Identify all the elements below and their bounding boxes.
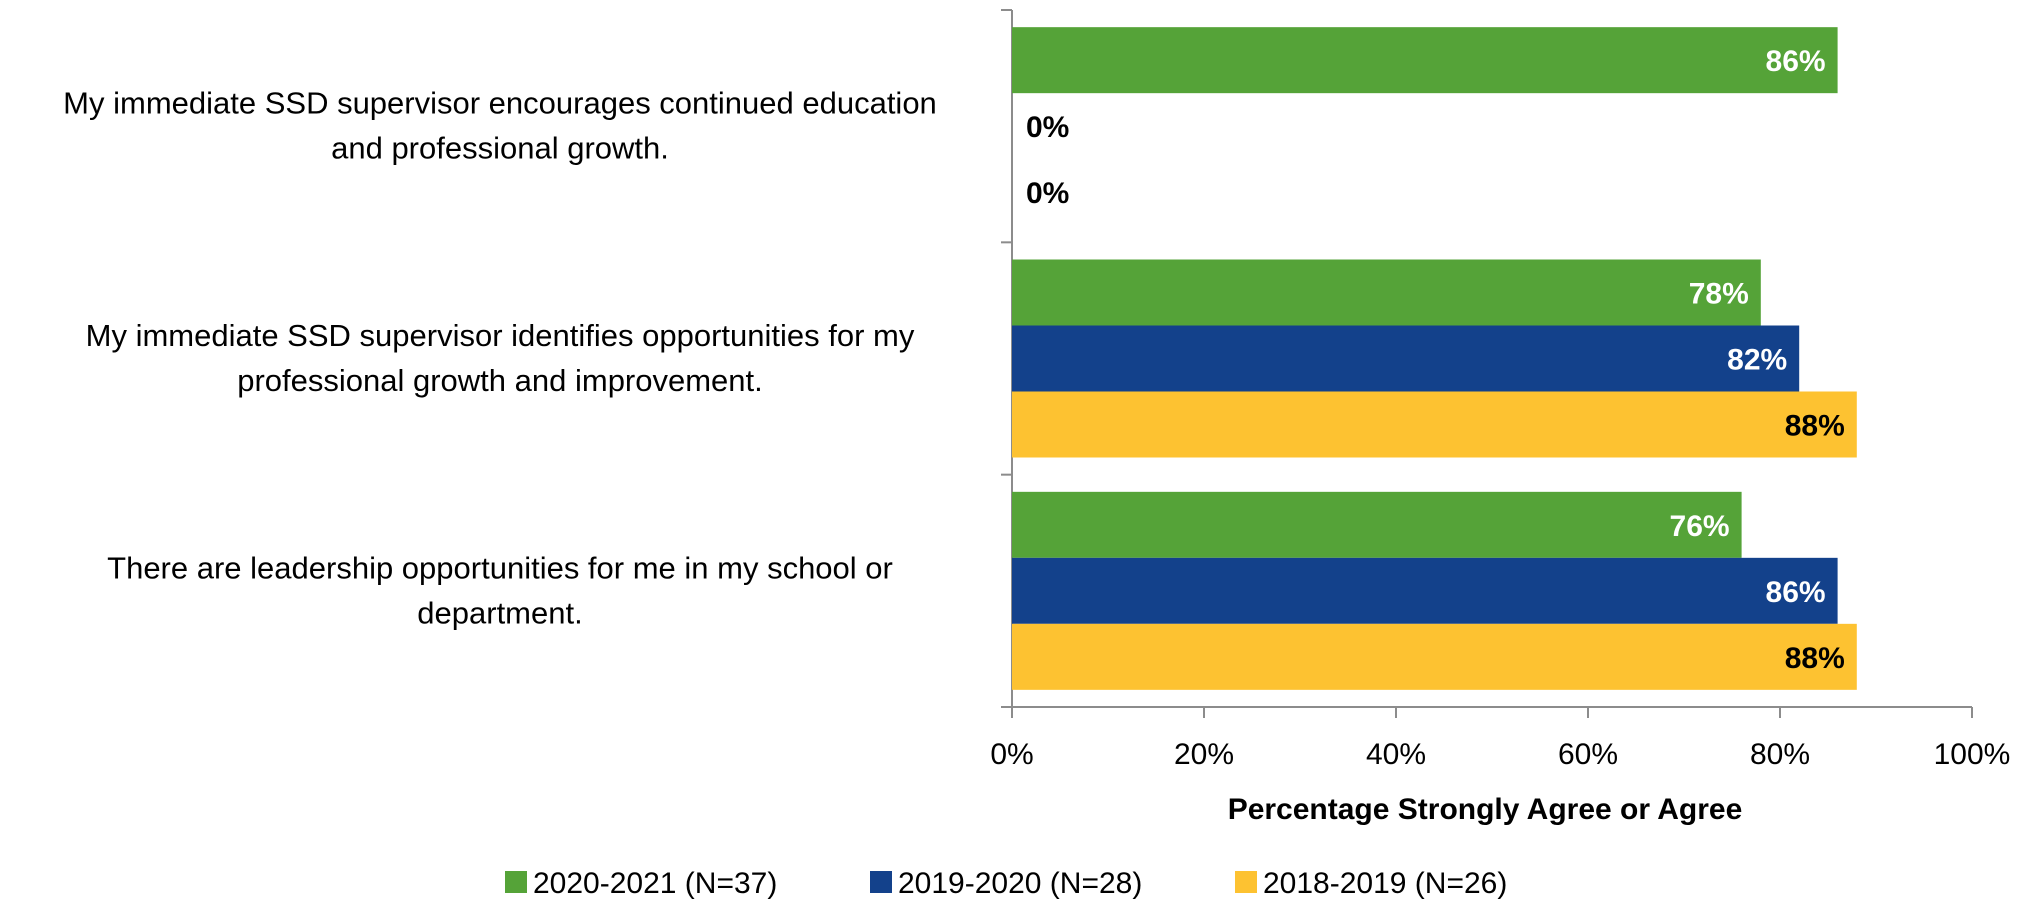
legend-label: 2020-2021 (N=37) [533,867,777,900]
bar [1012,491,1742,558]
bar [1012,391,1857,458]
category-label-line: There are leadership opportunities for m… [107,550,893,585]
data-label: 86% [1766,576,1826,609]
category-label: There are leadership opportunities for m… [107,550,893,630]
x-tick-label: 60% [1558,738,1618,771]
labels-layer: My immediate SSD supervisor encourages c… [63,45,1845,675]
bar [1012,623,1857,690]
legend-label: 2018-2019 (N=26) [1263,867,1507,900]
bar [1012,27,1838,94]
data-label: 78% [1689,278,1749,311]
legend-swatch [505,871,527,893]
bar [1012,259,1761,326]
legend-label: 2019-2020 (N=28) [898,867,1142,900]
category-label-line: My immediate SSD supervisor identifies o… [86,318,915,353]
category-label-line: department. [417,595,582,630]
data-label: 86% [1766,45,1826,78]
legend-item: 2018-2019 (N=26) [1235,867,1507,900]
x-tick-label: 0% [990,738,1033,771]
bar [1012,325,1800,392]
axis-layer: 0% 20% 40% 60% 80% 100% [990,9,2011,771]
x-tick-label: 80% [1750,738,1810,771]
data-label: 88% [1785,410,1845,443]
x-tick-label: 40% [1366,738,1426,771]
data-label: 0% [1026,177,1069,210]
category-label-line: and professional growth. [331,131,669,166]
category-label-line: My immediate SSD supervisor encourages c… [63,86,937,121]
legend-item: 2020-2021 (N=37) [505,867,777,900]
legend: 2020-2021 (N=37) 2019-2020 (N=28) 2018-201… [505,867,1507,900]
x-axis-title: Percentage Strongly Agree or Agree [1228,793,1743,826]
x-tick-label: 100% [1934,738,2011,771]
category-label: My immediate SSD supervisor encourages c… [63,86,937,166]
legend-item: 2019-2020 (N=28) [870,867,1142,900]
bar [1012,557,1838,624]
data-label: 82% [1727,344,1787,377]
x-tick-label: 20% [1174,738,1234,771]
bars-layer [1012,27,1857,690]
legend-swatch [1235,871,1257,893]
legend-swatch [870,871,892,893]
category-label: My immediate SSD supervisor identifies o… [86,318,915,398]
data-label: 88% [1785,642,1845,675]
data-label: 76% [1670,510,1730,543]
data-label: 0% [1026,111,1069,144]
category-label-line: professional growth and improvement. [237,363,763,398]
